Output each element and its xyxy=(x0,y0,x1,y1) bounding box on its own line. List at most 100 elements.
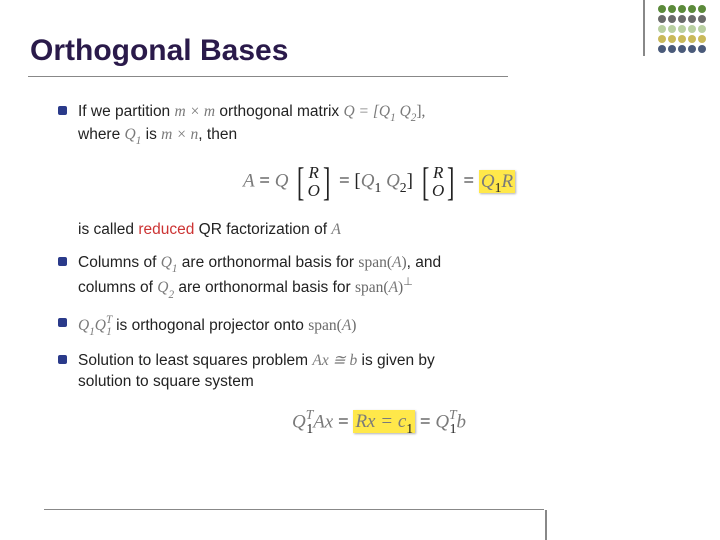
bullet-icon xyxy=(58,106,67,115)
deco-dot xyxy=(668,5,676,13)
deco-dot xyxy=(688,5,696,13)
eq2-eq1: = xyxy=(333,411,353,432)
eq2-highlight: Rx = c1 xyxy=(353,410,415,433)
b4-b: is given by xyxy=(357,352,435,369)
eq1-R2: R xyxy=(432,164,444,182)
top-vertical-rule xyxy=(643,0,645,56)
deco-dot xyxy=(678,25,686,33)
bullet-icon xyxy=(58,257,67,266)
eq1-brac1: [RO] xyxy=(294,162,333,202)
b1b-a: is called xyxy=(78,221,138,238)
deco-dot xyxy=(668,45,676,53)
eq1-s2: 2 xyxy=(400,180,407,195)
eq1-Rr: R xyxy=(501,171,513,192)
eq2-Q1b: Q xyxy=(435,411,449,432)
deco-dot xyxy=(658,15,666,23)
eq2-x: x xyxy=(325,411,333,432)
eq1-R1: R xyxy=(308,164,320,182)
b2-d: columns of xyxy=(78,280,157,297)
b3-a: is orthogonal projector onto xyxy=(112,317,308,334)
deco-dot xyxy=(658,35,666,43)
deco-dot xyxy=(678,15,686,23)
b4-Ax: Ax ≅ b xyxy=(312,352,357,369)
eq1-Q2: Q xyxy=(386,171,400,192)
deco-dot xyxy=(698,25,706,33)
eq1-Q: Q xyxy=(275,171,289,192)
b2-span1: span xyxy=(358,254,386,271)
b1-q1s: 1 xyxy=(390,112,396,124)
b2-A2: A xyxy=(389,280,398,297)
b1-l2c: , then xyxy=(198,126,237,143)
bottom-vertical-rule xyxy=(545,510,547,540)
title-underline xyxy=(28,76,508,77)
b4-a: Solution to least squares problem xyxy=(78,352,312,369)
eq1-Q1R: Q xyxy=(481,171,495,192)
deco-dot xyxy=(688,35,696,43)
deco-dot xyxy=(698,15,706,23)
b3-Q1b: Q xyxy=(95,317,106,334)
b1-pre: If we partition xyxy=(78,103,175,120)
bullet-4: Solution to least squares problem Ax ≅ b… xyxy=(58,351,680,437)
bullet-2: Columns of Q1 are orthonormal basis for … xyxy=(58,253,680,301)
b3-A: A xyxy=(342,317,351,334)
deco-dot xyxy=(668,25,676,33)
deco-dot xyxy=(658,45,666,53)
deco-dot xyxy=(668,15,676,23)
eq2-Tb: T xyxy=(449,407,457,422)
eq2-c1s: 1 xyxy=(406,421,413,436)
eq2-b: b xyxy=(457,411,467,432)
eq2-s1b: 1 xyxy=(450,421,457,436)
b3-s1b: 1 xyxy=(106,326,112,338)
b3-span: span xyxy=(308,317,336,334)
b1b-red: reduced xyxy=(138,221,194,238)
eq1-Q1Rs: 1 xyxy=(495,180,502,195)
b4-c: solution to square system xyxy=(78,373,254,390)
b1-qdef: Q = [Q xyxy=(343,103,390,120)
deco-dot xyxy=(678,45,686,53)
eq1-highlight: Q1R xyxy=(479,170,515,193)
eq1-O2: O xyxy=(432,182,444,200)
b2-Q1: Q xyxy=(161,254,172,271)
eq2-T: T xyxy=(306,407,314,422)
eq1-s1: 1 xyxy=(374,180,381,195)
eq2-A: A xyxy=(313,411,325,432)
eq1-Q1: Q xyxy=(361,171,375,192)
deco-dot xyxy=(678,35,686,43)
b1-mxm: m × m xyxy=(175,103,216,120)
b3-T: T xyxy=(106,314,112,326)
b2-Q2: Q xyxy=(157,280,168,297)
b1-q2s: 2 xyxy=(411,112,417,124)
eq1-eq1: = xyxy=(255,171,275,192)
eq1-O1: O xyxy=(308,182,320,200)
deco-dot xyxy=(668,35,676,43)
corner-dot-grid xyxy=(658,5,706,53)
deco-dot xyxy=(678,5,686,13)
b2-s2: 2 xyxy=(168,289,174,301)
b3-Q1: Q xyxy=(78,317,89,334)
bullet-icon xyxy=(58,318,67,327)
b1b-A: A xyxy=(331,221,340,238)
eq1-eq3: = xyxy=(463,171,478,192)
eq1-A: A xyxy=(243,171,255,192)
b2-c: , and xyxy=(407,254,441,271)
eq2-s1: 1 xyxy=(306,421,313,436)
deco-dot xyxy=(688,15,696,23)
b2-a: Columns of xyxy=(78,254,161,271)
b1-l2b: is xyxy=(141,126,161,143)
b2-b: are orthonormal basis for xyxy=(177,254,358,271)
equation-1: A = Q [RO] = [Q1 Q2] [RO] = Q1R xyxy=(78,162,680,202)
deco-dot xyxy=(698,45,706,53)
b2-span2: span xyxy=(355,280,383,297)
deco-dot xyxy=(698,35,706,43)
b1-mid1: orthogonal matrix xyxy=(215,103,343,120)
b2-e: are orthonormal basis for xyxy=(174,280,355,297)
bullet-3: Q1QT1 is orthogonal projector onto span(… xyxy=(58,314,680,339)
eq2-eq2: = xyxy=(420,411,435,432)
slide-title: Orthogonal Bases xyxy=(30,34,288,68)
b1-qend: ], xyxy=(416,103,425,120)
slide-body: If we partition m × m orthogonal matrix … xyxy=(58,102,680,455)
deco-dot xyxy=(658,25,666,33)
deco-dot xyxy=(688,25,696,33)
b3-s1: 1 xyxy=(89,326,95,338)
eq2-Q1: Q xyxy=(292,411,306,432)
